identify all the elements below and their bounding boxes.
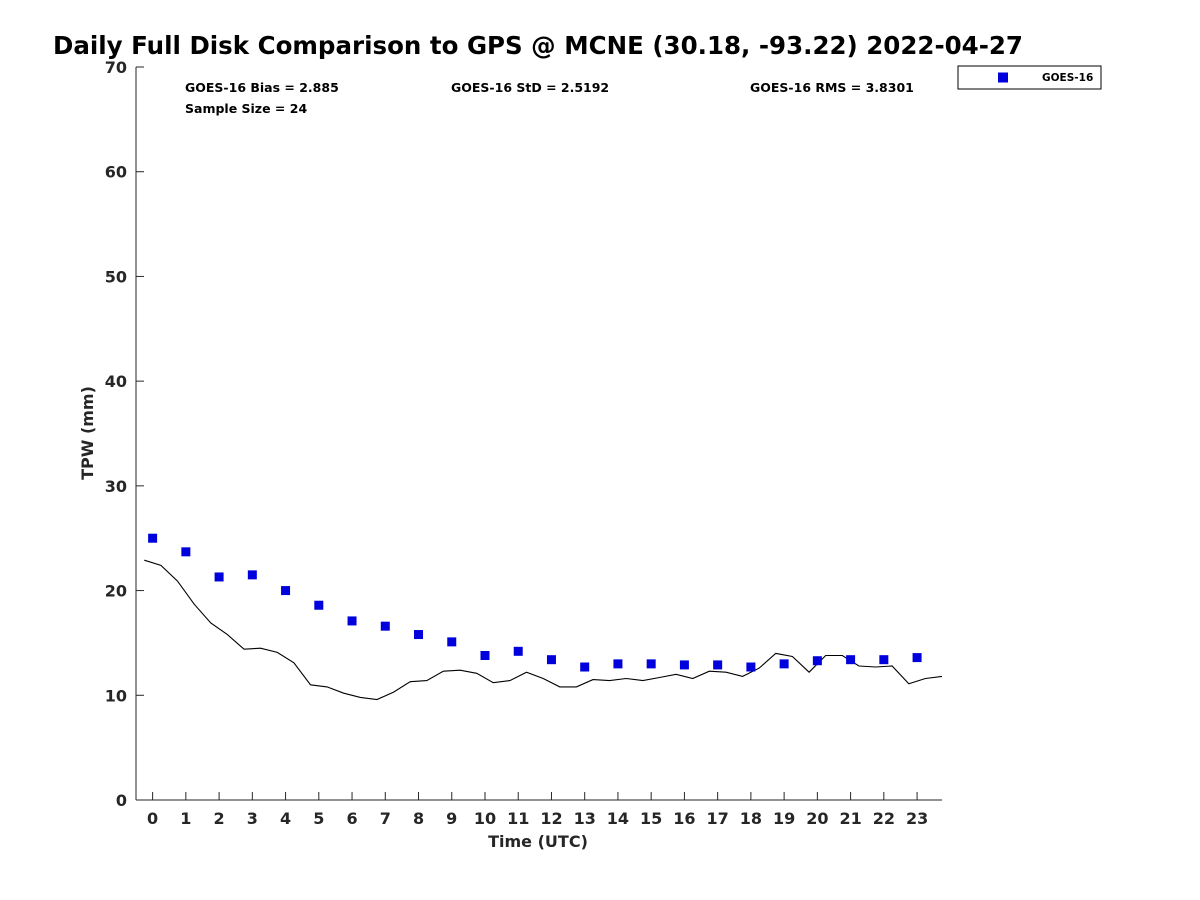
x-tick-label: 18 xyxy=(740,809,762,828)
goes16-point xyxy=(480,650,490,660)
sample-size-stat: Sample Size = 24 xyxy=(185,101,307,116)
goes16-point xyxy=(912,653,922,663)
x-tick-label: 12 xyxy=(540,809,562,828)
goes16-point xyxy=(380,621,390,631)
goes16-point xyxy=(513,646,523,656)
goes16-point xyxy=(546,655,556,665)
goes16-point xyxy=(580,662,590,672)
legend-box xyxy=(957,65,1102,90)
std-stat: GOES-16 StD = 2.5192 xyxy=(451,80,609,95)
y-tick-label: 50 xyxy=(105,267,127,286)
goes16-point xyxy=(812,656,822,666)
x-tick-label: 10 xyxy=(474,809,496,828)
x-tick-label: 0 xyxy=(147,809,158,828)
goes16-point xyxy=(314,600,324,610)
x-tick-label: 6 xyxy=(346,809,357,828)
x-tick-label: 19 xyxy=(773,809,795,828)
legend: GOES-16 xyxy=(957,65,1102,90)
y-tick-label: 70 xyxy=(105,58,127,77)
goes16-point xyxy=(646,659,656,669)
goes16-point xyxy=(247,570,257,580)
x-tick-label: 9 xyxy=(446,809,457,828)
legend-label: GOES-16 xyxy=(1042,72,1093,84)
y-tick-label: 0 xyxy=(116,791,127,810)
x-tick-label: 22 xyxy=(873,809,895,828)
goes16-point xyxy=(281,586,291,596)
goes16-point xyxy=(713,660,723,670)
x-tick-label: 20 xyxy=(806,809,828,828)
goes16-point xyxy=(846,655,856,665)
gps-line xyxy=(144,559,943,701)
goes16-point xyxy=(148,533,158,543)
x-tick-label: 1 xyxy=(180,809,191,828)
x-tick-label: 4 xyxy=(280,809,291,828)
goes16-point xyxy=(746,662,756,672)
chart-title: Daily Full Disk Comparison to GPS @ MCNE… xyxy=(53,31,1023,60)
stats-annotations: GOES-16 Bias = 2.885 GOES-16 StD = 2.519… xyxy=(185,80,914,116)
x-tick-label: 21 xyxy=(839,809,861,828)
x-tick-label: 17 xyxy=(707,809,729,828)
goes16-point xyxy=(214,572,224,582)
x-tick-label: 14 xyxy=(607,809,629,828)
x-tick-label: 23 xyxy=(906,809,928,828)
bias-stat: GOES-16 Bias = 2.885 xyxy=(185,80,339,95)
goes16-point xyxy=(679,660,689,670)
x-tick-label: 13 xyxy=(574,809,596,828)
goes16-point xyxy=(613,659,623,669)
x-tick-label: 8 xyxy=(413,809,424,828)
x-tick-label: 2 xyxy=(214,809,225,828)
y-axis-label: TPW (mm) xyxy=(78,386,97,480)
x-tick-label: 7 xyxy=(380,809,391,828)
y-tick-label: 10 xyxy=(105,686,127,705)
y-tick-label: 30 xyxy=(105,477,127,496)
x-tick-label: 11 xyxy=(507,809,529,828)
goes16-point xyxy=(879,655,889,665)
x-tick-label: 15 xyxy=(640,809,662,828)
goes16-point xyxy=(414,630,424,640)
goes16-point xyxy=(447,637,457,647)
x-tick-label: 16 xyxy=(673,809,695,828)
legend-marker xyxy=(998,72,1008,83)
goes16-point xyxy=(181,547,191,557)
goes16-point xyxy=(347,616,357,626)
y-tick-label: 20 xyxy=(105,582,127,601)
x-tick-label: 5 xyxy=(313,809,324,828)
goes16-point xyxy=(779,659,789,669)
rms-stat: GOES-16 RMS = 3.8301 xyxy=(750,80,914,95)
x-axis-label: Time (UTC) xyxy=(488,832,588,851)
y-tick-label: 60 xyxy=(105,163,127,182)
y-tick-label: 40 xyxy=(105,372,127,391)
x-tick-label: 3 xyxy=(247,809,258,828)
